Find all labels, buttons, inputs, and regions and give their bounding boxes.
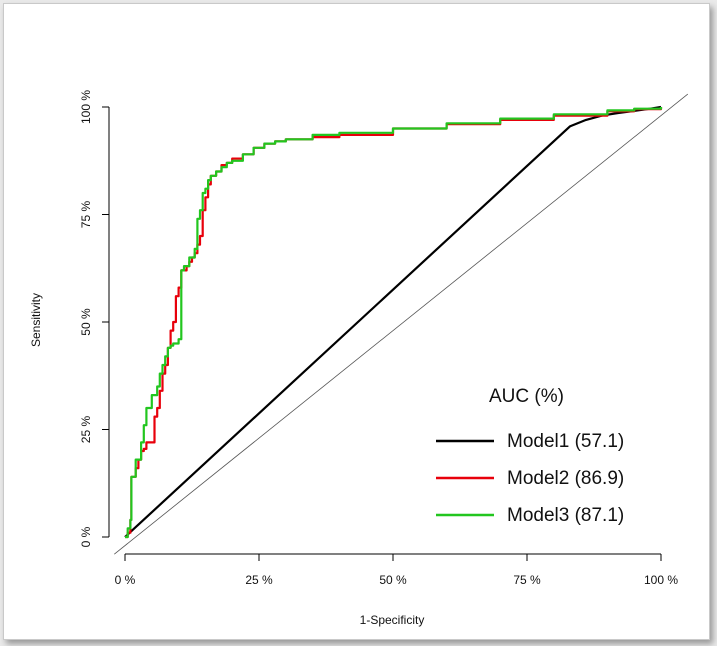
y-tick-label: 100 % <box>79 90 93 124</box>
reference-diagonal-line <box>114 93 689 555</box>
x-tick-label: 50 % <box>379 573 407 587</box>
series-line-3 <box>125 107 663 539</box>
y-axis-label: Sensitivity <box>29 293 43 347</box>
legend-label-2: Model2 (86.9) <box>507 468 624 489</box>
y-tick-label: 50 % <box>79 308 93 336</box>
x-tick-label: 100 % <box>644 573 678 587</box>
legend-title: AUC (%) <box>489 386 564 407</box>
x-tick-label: 25 % <box>245 573 273 587</box>
series-layer <box>114 93 689 555</box>
legend-label-3: Model3 (87.1) <box>507 505 624 526</box>
axes-layer: 0 % 25 % 50 % 75 % 100 % 0 % 25 % 50 % 75 % 100 % <box>79 90 678 587</box>
y-tick-label: 25 % <box>79 415 93 443</box>
x-tick-label: 0 % <box>115 573 136 587</box>
roc-chart: 0 % 25 % 50 % 75 % 100 % 0 % 25 % 50 % 75 % 100 %… <box>29 90 689 627</box>
y-tick-label: 0 % <box>79 526 93 547</box>
legend-label-1: Model1 (57.1) <box>507 431 624 452</box>
y-tick-label: 75 % <box>79 200 93 228</box>
legend-layer: Model1 (57.1) Model2 (86.9) Model3 (87.1) <box>436 431 624 526</box>
x-axis-label: 1-Specificity <box>360 613 425 627</box>
chart-frame: 0 % 25 % 50 % 75 % 100 % 0 % 25 % 50 % 75 % 100 %… <box>3 3 710 640</box>
x-tick-label: 75 % <box>513 573 541 587</box>
